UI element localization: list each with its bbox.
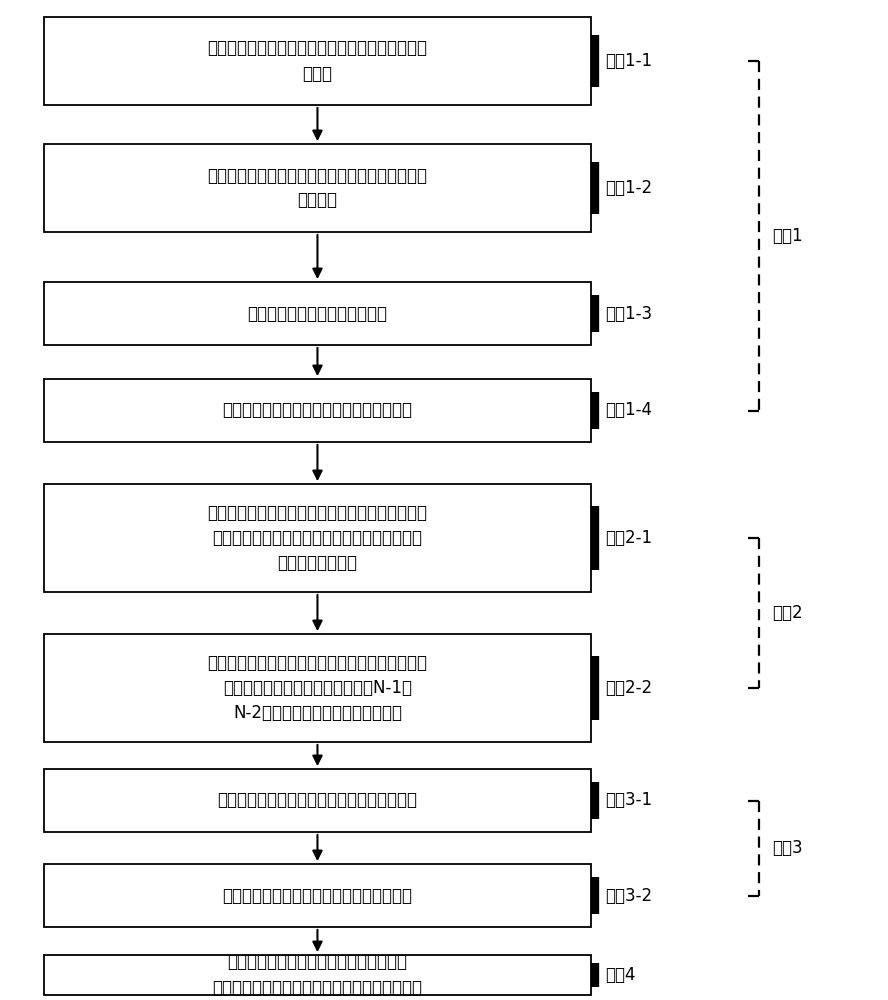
Text: 以平均电气距离小于某门槛值的节点为边界划定直
流的电压稳定考察区域，并以区域受电比例确定
电压薄弱区域范围: 以平均电气距离小于某门槛值的节点为边界划定直 流的电压稳定考察区域，并以区域受电… bbox=[208, 504, 427, 572]
Text: 步骤2-1: 步骤2-1 bbox=[606, 529, 653, 547]
Text: 退出直流逆变侧调相机后对其他直流换相失败的风
险的影响: 退出直流逆变侧调相机后对其他直流换相失败的风 险的影响 bbox=[208, 166, 427, 210]
Text: 步骤2: 步骤2 bbox=[773, 604, 803, 622]
Text: 直流连续换相失败导致闭锁风险: 直流连续换相失败导致闭锁风险 bbox=[248, 304, 387, 322]
FancyBboxPatch shape bbox=[44, 379, 591, 442]
Text: 步骤4: 步骤4 bbox=[606, 966, 636, 984]
Text: 步骤3-1: 步骤3-1 bbox=[606, 792, 653, 810]
Text: 退出直流逆变侧调相机对系统经济效益贡献: 退出直流逆变侧调相机对系统经济效益贡献 bbox=[223, 886, 412, 904]
FancyBboxPatch shape bbox=[44, 484, 591, 592]
Text: 步骤1: 步骤1 bbox=[773, 227, 803, 245]
FancyBboxPatch shape bbox=[44, 955, 591, 995]
Text: 步骤2-2: 步骤2-2 bbox=[606, 679, 653, 697]
FancyBboxPatch shape bbox=[44, 769, 591, 832]
Text: 退出直流逆变侧调相机后对本直流换相失败的风险
的影响: 退出直流逆变侧调相机后对本直流换相失败的风险 的影响 bbox=[208, 39, 427, 83]
Text: 步骤1-1: 步骤1-1 bbox=[606, 52, 653, 70]
Text: 步骤1-4: 步骤1-4 bbox=[606, 401, 653, 420]
FancyBboxPatch shape bbox=[44, 634, 591, 742]
Text: 退出直流逆变侧调相机后系统频率失稳风险: 退出直流逆变侧调相机后系统频率失稳风险 bbox=[223, 401, 412, 420]
Text: 步骤1-3: 步骤1-3 bbox=[606, 304, 653, 322]
FancyBboxPatch shape bbox=[44, 864, 591, 927]
Text: 退出调相机的综合风险指标及优化排序，
根据系统整体风险要求确定退出调相机的台数。: 退出调相机的综合风险指标及优化排序， 根据系统整体风险要求确定退出调相机的台数。 bbox=[212, 954, 423, 996]
FancyBboxPatch shape bbox=[44, 144, 591, 232]
Text: 步骤1-2: 步骤1-2 bbox=[606, 179, 653, 197]
FancyBboxPatch shape bbox=[44, 282, 591, 345]
Text: 退出直流逆变侧调相机对系统短路电流的贡献: 退出直流逆变侧调相机对系统短路电流的贡献 bbox=[218, 792, 417, 810]
Text: 退出直流逆变侧调相机后系统电压失稳风险确定：
采用薄弱区域电压失稳的交流线路N-1与
N-2故障个数及薄弱区域受电比乘积: 退出直流逆变侧调相机后系统电压失稳风险确定： 采用薄弱区域电压失稳的交流线路N-… bbox=[208, 654, 427, 722]
Text: 步骤3-2: 步骤3-2 bbox=[606, 886, 653, 904]
FancyBboxPatch shape bbox=[44, 17, 591, 105]
Text: 步骤3: 步骤3 bbox=[773, 839, 803, 857]
